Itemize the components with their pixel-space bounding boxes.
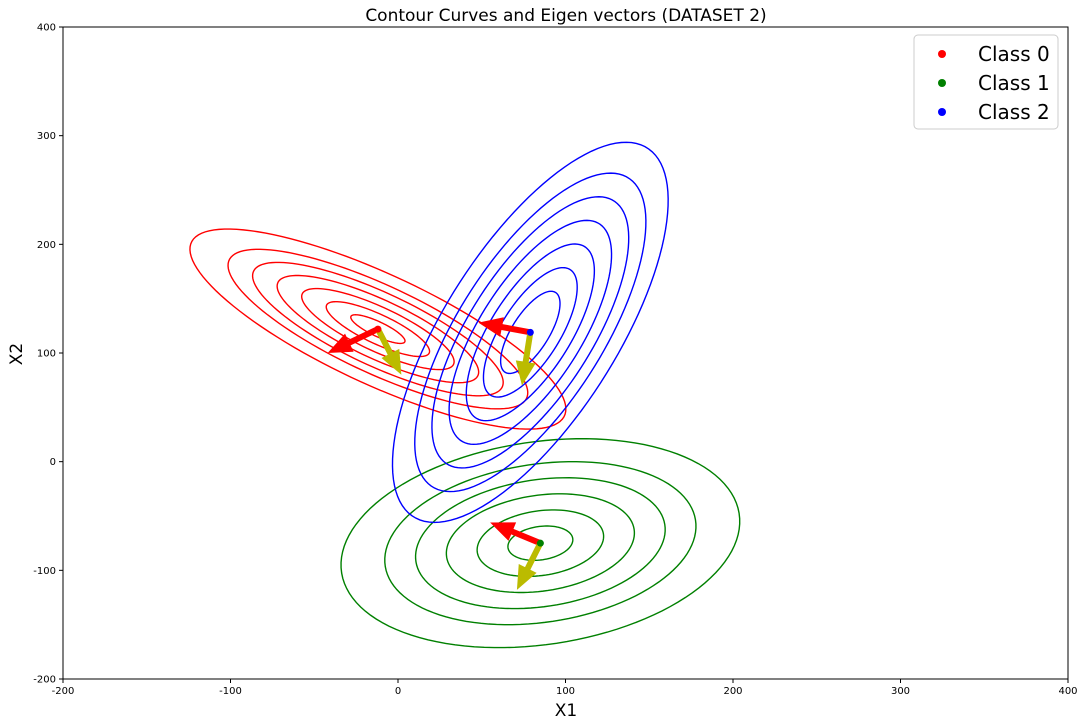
eigenvector-arrow: [327, 326, 380, 353]
eigenvector-layer: [327, 317, 544, 590]
mean-points-layer: [374, 325, 544, 547]
contour-curve: [499, 290, 561, 375]
class-mean-point: [536, 539, 544, 547]
eigenvector-arrow: [515, 331, 536, 386]
contour-curve: [414, 172, 647, 493]
contour-curve: [465, 243, 596, 422]
y-tick-label: 300: [37, 131, 56, 142]
eigenvector-arrow: [478, 317, 531, 337]
contour-curve: [251, 261, 504, 397]
contour-curve: [507, 525, 574, 562]
y-tick-label: -200: [33, 675, 56, 686]
x-tick-label: 0: [395, 686, 401, 697]
legend-marker: [938, 79, 946, 87]
contour-curve: [445, 493, 636, 594]
legend-box: [913, 34, 1059, 130]
x-axis-ticks: -200 -100 0 100 200 300 400: [52, 679, 1078, 697]
contour-curve: [448, 219, 613, 446]
y-tick-label: 200: [37, 240, 56, 251]
contour-curve: [189, 228, 567, 430]
contour-curve: [482, 266, 578, 398]
x-tick-label: 300: [891, 686, 910, 697]
y-tick-label: -100: [33, 566, 56, 577]
class-mean-point: [374, 325, 382, 333]
x-tick-label: 400: [1058, 686, 1077, 697]
legend-marker: [938, 50, 946, 58]
contour-curve: [431, 196, 630, 469]
legend: Class 0 Class 1 Class 2: [913, 34, 1059, 130]
eigenvector-arrow: [490, 522, 542, 546]
y-tick-label: 100: [37, 349, 56, 360]
x-axis-label: X1: [555, 701, 577, 721]
legend-label: Class 1: [978, 71, 1050, 95]
y-tick-label: 400: [37, 23, 56, 34]
contour-curve: [391, 141, 669, 524]
contour-curve: [340, 438, 741, 649]
contour-curve: [476, 509, 605, 578]
eigenvector-arrow: [375, 327, 402, 375]
contour-curve: [414, 477, 666, 610]
x-tick-label: -100: [219, 686, 242, 697]
y-axis-label: X2: [7, 343, 27, 365]
x-tick-label: -200: [52, 686, 75, 697]
x-tick-label: 100: [556, 686, 575, 697]
contour-curve: [276, 274, 480, 384]
legend-marker: [938, 108, 946, 116]
legend-label: Class 2: [978, 100, 1050, 124]
y-axis-ticks: -200 -100 0 100 200 300 400: [33, 23, 63, 686]
eigenvector-arrow: [516, 541, 544, 590]
legend-label: Class 0: [978, 42, 1050, 66]
contour-layer: [189, 141, 741, 649]
x-tick-label: 200: [723, 686, 742, 697]
y-tick-label: 0: [50, 457, 56, 468]
contour-curve: [227, 248, 529, 410]
contour-curve: [384, 460, 697, 626]
chart-title: Contour Curves and Eigen vectors (DATASE…: [365, 6, 766, 26]
class-mean-point: [526, 328, 534, 336]
